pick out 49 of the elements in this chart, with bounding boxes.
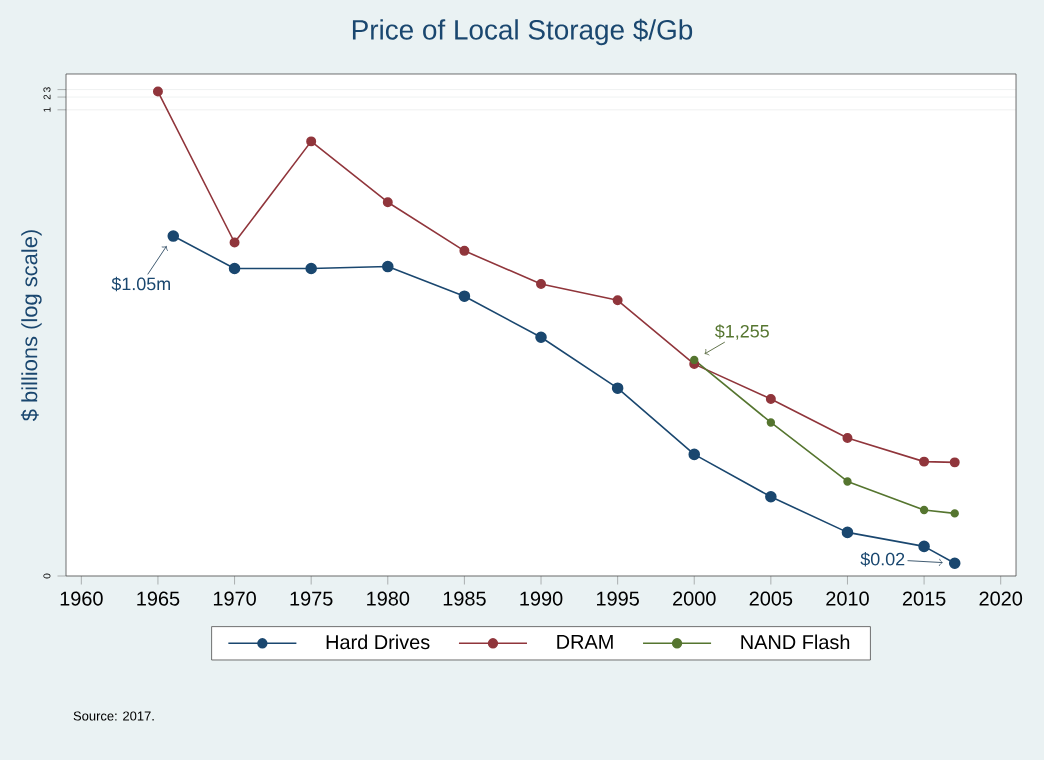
annotation: $1.05m bbox=[111, 276, 170, 292]
legend-label: Hard Drives bbox=[326, 634, 430, 650]
point bbox=[611, 382, 624, 394]
x-tick-label: 2005 bbox=[749, 591, 793, 606]
point bbox=[950, 509, 959, 518]
legend-label: DRAM bbox=[557, 634, 613, 649]
point bbox=[766, 418, 776, 427]
point bbox=[918, 540, 930, 553]
point bbox=[535, 331, 547, 344]
x-tick-label: 2000 bbox=[673, 591, 716, 606]
point bbox=[842, 433, 853, 444]
point bbox=[228, 262, 241, 275]
x-tick-label: 1980 bbox=[367, 591, 410, 606]
point bbox=[688, 448, 701, 461]
point bbox=[612, 295, 623, 306]
point bbox=[305, 262, 317, 275]
point bbox=[459, 245, 470, 256]
y-axis-title: $ billions (log scale) bbox=[20, 230, 42, 421]
point bbox=[765, 491, 777, 503]
x-tick-label: 1960 bbox=[60, 591, 103, 606]
point bbox=[948, 557, 961, 570]
x-tick-label: 1985 bbox=[443, 591, 486, 606]
annotation: $1,255 bbox=[715, 324, 769, 340]
point bbox=[949, 457, 960, 468]
point bbox=[229, 237, 240, 248]
point bbox=[919, 505, 929, 515]
point bbox=[843, 477, 852, 486]
x-tick-label: 1990 bbox=[520, 591, 563, 606]
x-tick-label: 1995 bbox=[597, 591, 639, 606]
point bbox=[306, 136, 317, 147]
x-tick-label: 2020 bbox=[979, 591, 1023, 606]
annotation: $0.02 bbox=[860, 551, 905, 567]
x-tick-label: 2010 bbox=[826, 591, 869, 606]
point bbox=[458, 290, 471, 302]
chart-title: Price of Local Storage $/Gb bbox=[352, 18, 693, 46]
x-tick-label: 2015 bbox=[902, 591, 946, 606]
point bbox=[536, 278, 546, 289]
x-tick-label: 1975 bbox=[290, 591, 333, 606]
point bbox=[382, 260, 394, 273]
x-tick-label: 1965 bbox=[137, 591, 180, 606]
point bbox=[152, 86, 163, 97]
point bbox=[841, 526, 854, 539]
point bbox=[690, 355, 699, 365]
legend-label: NAND Flash bbox=[741, 634, 850, 650]
point bbox=[167, 230, 180, 242]
point bbox=[919, 456, 930, 467]
point bbox=[382, 197, 393, 208]
x-tick-label: 1970 bbox=[213, 591, 256, 606]
point bbox=[765, 394, 776, 404]
